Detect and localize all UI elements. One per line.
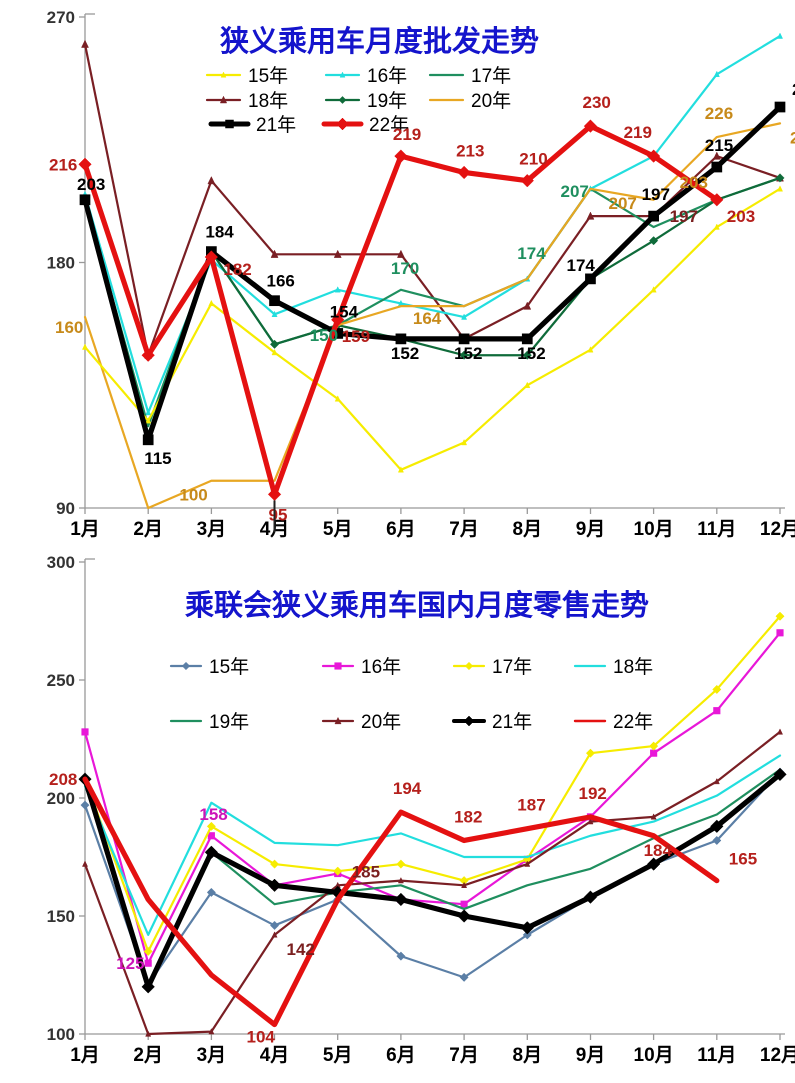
svg-text:17年: 17年 (471, 65, 511, 87)
svg-text:182: 182 (223, 260, 251, 279)
svg-text:203: 203 (727, 207, 755, 226)
svg-text:90: 90 (56, 499, 75, 518)
svg-text:11月: 11月 (697, 1045, 736, 1066)
svg-text:152: 152 (391, 344, 419, 363)
svg-text:160: 160 (55, 318, 83, 337)
svg-text:18年: 18年 (248, 90, 288, 112)
svg-text:22年: 22年 (613, 711, 653, 733)
svg-text:154: 154 (330, 302, 359, 321)
svg-text:215: 215 (705, 136, 733, 155)
svg-text:125: 125 (116, 954, 144, 973)
svg-text:16年: 16年 (361, 656, 401, 678)
svg-text:250: 250 (47, 671, 75, 690)
svg-text:213: 213 (456, 142, 484, 161)
svg-text:19年: 19年 (209, 711, 249, 733)
svg-text:10月: 10月 (634, 1045, 674, 1066)
svg-text:17年: 17年 (492, 656, 532, 678)
svg-text:203: 203 (680, 173, 708, 192)
svg-text:207: 207 (609, 194, 637, 213)
svg-text:300: 300 (47, 553, 75, 572)
svg-text:12月: 12月 (760, 1045, 795, 1066)
svg-text:1月: 1月 (70, 1045, 100, 1066)
svg-text:12月: 12月 (760, 519, 795, 540)
svg-text:11月: 11月 (697, 519, 736, 540)
svg-text:100: 100 (179, 486, 207, 505)
svg-text:5月: 5月 (323, 1045, 353, 1066)
svg-text:16年: 16年 (367, 65, 407, 87)
svg-text:4月: 4月 (260, 1045, 290, 1066)
svg-text:19年: 19年 (367, 90, 407, 112)
svg-text:231: 231 (790, 128, 795, 147)
svg-text:1月: 1月 (70, 519, 100, 540)
svg-text:9月: 9月 (576, 519, 606, 540)
svg-text:95: 95 (269, 505, 288, 524)
svg-text:166: 166 (267, 272, 295, 291)
svg-text:5月: 5月 (323, 519, 353, 540)
svg-text:9月: 9月 (576, 1045, 606, 1066)
svg-text:2月: 2月 (133, 519, 163, 540)
svg-text:21年: 21年 (256, 114, 296, 136)
svg-text:200: 200 (47, 789, 75, 808)
svg-text:208: 208 (49, 770, 77, 789)
svg-text:3月: 3月 (197, 519, 227, 540)
svg-text:182: 182 (454, 808, 482, 827)
svg-text:270: 270 (47, 8, 75, 27)
svg-text:180: 180 (47, 254, 75, 273)
svg-text:10月: 10月 (634, 519, 674, 540)
svg-text:170: 170 (391, 259, 419, 278)
svg-text:6月: 6月 (386, 1045, 416, 1066)
svg-text:158: 158 (199, 805, 227, 824)
svg-text:174: 174 (567, 256, 596, 275)
svg-text:210: 210 (519, 150, 547, 169)
svg-text:7月: 7月 (449, 519, 479, 540)
svg-text:21年: 21年 (492, 711, 532, 733)
svg-text:185: 185 (352, 862, 380, 881)
svg-text:192: 192 (579, 784, 607, 803)
svg-text:203: 203 (77, 175, 105, 194)
svg-text:8月: 8月 (513, 1045, 543, 1066)
svg-text:230: 230 (583, 93, 611, 112)
svg-text:狭义乘用车月度批发走势: 狭义乘用车月度批发走势 (219, 24, 539, 58)
svg-text:164: 164 (413, 309, 442, 328)
svg-text:100: 100 (47, 1025, 75, 1044)
svg-text:乘联会狭义乘用车国内月度零售走势: 乘联会狭义乘用车国内月度零售走势 (185, 588, 649, 622)
svg-text:7月: 7月 (449, 1045, 479, 1066)
svg-text:150: 150 (310, 326, 338, 345)
svg-text:194: 194 (393, 779, 422, 798)
svg-text:6月: 6月 (386, 519, 416, 540)
svg-text:165: 165 (729, 850, 757, 869)
svg-text:2月: 2月 (133, 1045, 163, 1066)
svg-text:207: 207 (561, 182, 589, 201)
svg-text:184: 184 (205, 223, 234, 242)
svg-text:184: 184 (644, 841, 673, 860)
svg-text:187: 187 (517, 796, 545, 815)
svg-text:3月: 3月 (197, 1045, 227, 1066)
svg-text:150: 150 (47, 907, 75, 926)
svg-text:159: 159 (342, 327, 370, 346)
svg-text:20年: 20年 (361, 711, 401, 733)
svg-text:8月: 8月 (513, 519, 543, 540)
svg-text:142: 142 (287, 940, 315, 959)
svg-text:115: 115 (144, 449, 171, 468)
svg-text:219: 219 (393, 125, 421, 144)
svg-text:197: 197 (642, 185, 670, 204)
svg-text:226: 226 (705, 104, 733, 123)
svg-text:104: 104 (247, 1028, 276, 1047)
svg-text:15年: 15年 (209, 656, 249, 678)
svg-text:18年: 18年 (613, 656, 653, 678)
svg-text:152: 152 (517, 344, 545, 363)
svg-text:152: 152 (454, 344, 482, 363)
svg-text:219: 219 (624, 123, 652, 142)
svg-text:20年: 20年 (471, 90, 511, 112)
svg-text:15年: 15年 (248, 65, 288, 87)
svg-text:216: 216 (49, 155, 77, 174)
svg-text:174: 174 (517, 244, 546, 263)
svg-text:197: 197 (670, 207, 698, 226)
